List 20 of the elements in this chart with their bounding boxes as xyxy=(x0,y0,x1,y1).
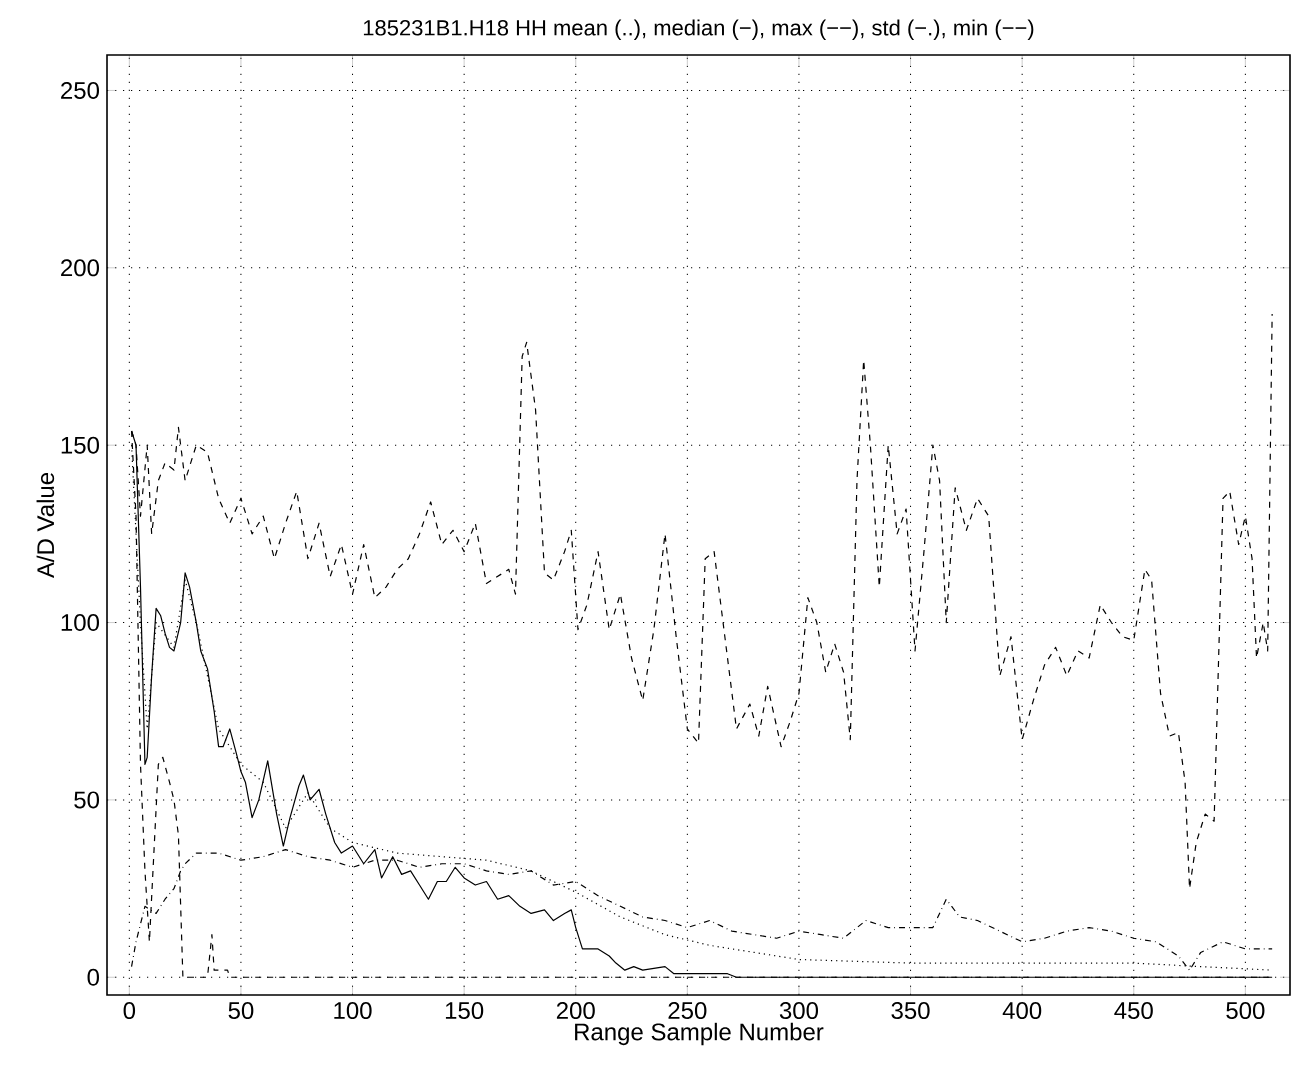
x-tick-label: 400 xyxy=(1002,1002,1042,1020)
x-tick-label: 450 xyxy=(1114,1002,1153,1020)
x-axis-title: Range Sample Number xyxy=(575,1022,824,1046)
x-tick-label: 150 xyxy=(445,1002,484,1020)
y-tick-label: 0 xyxy=(87,968,100,986)
x-tick-label: 350 xyxy=(891,1002,930,1020)
x-tick-label: 50 xyxy=(228,1002,254,1020)
y-axis-title: A/D Value xyxy=(36,472,55,579)
x-tick-label: 250 xyxy=(668,1002,707,1020)
y-tick-label: 150 xyxy=(61,436,100,454)
chart-title: 185231B1.H18 HH mean (..), median (−), max (−−), std (−.), min (−−) xyxy=(363,19,1034,40)
y-tick-label: 50 xyxy=(74,791,100,809)
y-tick-label: 200 xyxy=(61,259,100,277)
x-tick-label: 300 xyxy=(779,1002,819,1020)
x-tick-label: 200 xyxy=(556,1002,595,1020)
x-tick-label: 500 xyxy=(1226,1002,1265,1020)
x-tick-label: 100 xyxy=(334,1002,372,1020)
x-tick-label: 0 xyxy=(123,1002,136,1020)
y-tick-label: 250 xyxy=(61,81,100,99)
y-tick-label: 100 xyxy=(61,614,100,632)
